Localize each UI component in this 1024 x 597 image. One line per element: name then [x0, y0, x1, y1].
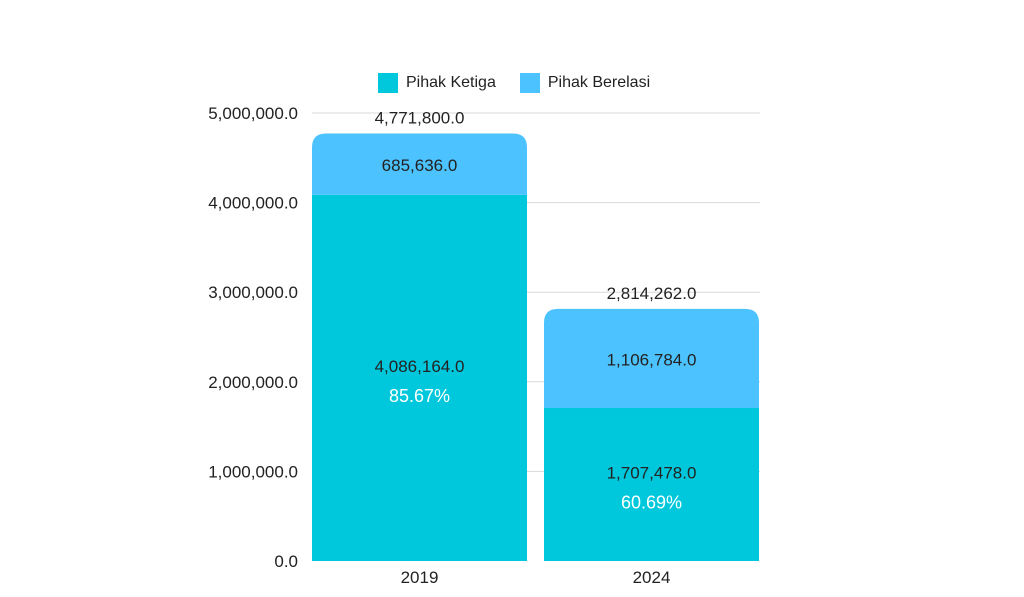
- legend-label-pihak-berelasi: Pihak Berelasi: [547, 74, 651, 91]
- data-label-pihak-berelasi-0: 685,636.0: [382, 156, 458, 175]
- percent-label-pihak-ketiga-0: 85.67%: [389, 386, 450, 406]
- y-tick-label: 1,000,000.0: [208, 462, 298, 481]
- legend-swatch-pihak-berelasi: [519, 73, 540, 93]
- legend-item-pihak-berelasi: Pihak Berelasi: [519, 73, 651, 93]
- y-tick-label: 3,000,000.0: [208, 283, 298, 302]
- legend-swatch-pihak-ketiga: [378, 73, 398, 93]
- x-tick-label-0: 2019: [401, 568, 439, 587]
- legend-item-pihak-ketiga: Pihak Ketiga: [378, 73, 496, 93]
- bar-segment-0-pihak-ketiga: [312, 194, 527, 561]
- legend-label-pihak-ketiga: Pihak Ketiga: [406, 74, 496, 91]
- data-label-pihak-ketiga-1: 1,707,478.0: [607, 464, 697, 483]
- total-label-1: 2,814,262.0: [607, 284, 697, 303]
- bar-segment-1-pihak-ketiga: [544, 408, 759, 561]
- legend: Pihak Ketiga Pihak Berelasi: [378, 73, 650, 93]
- y-tick-label: 0.0: [274, 552, 298, 571]
- x-tick-label-1: 2024: [633, 568, 671, 587]
- percent-label-pihak-ketiga-1: 60.69%: [621, 493, 682, 513]
- total-label-0: 4,771,800.0: [375, 108, 465, 127]
- bar-segment-1-pihak-berelasi: [544, 308, 759, 409]
- bar-segment-0-pihak-berelasi: [312, 133, 527, 195]
- y-tick-label: 2,000,000.0: [208, 373, 298, 392]
- y-tick-label: 4,000,000.0: [208, 194, 298, 213]
- data-label-pihak-ketiga-0: 4,086,164.0: [375, 357, 465, 376]
- data-label-pihak-berelasi-1: 1,106,784.0: [607, 350, 697, 369]
- y-tick-label: 5,000,000.0: [208, 104, 298, 123]
